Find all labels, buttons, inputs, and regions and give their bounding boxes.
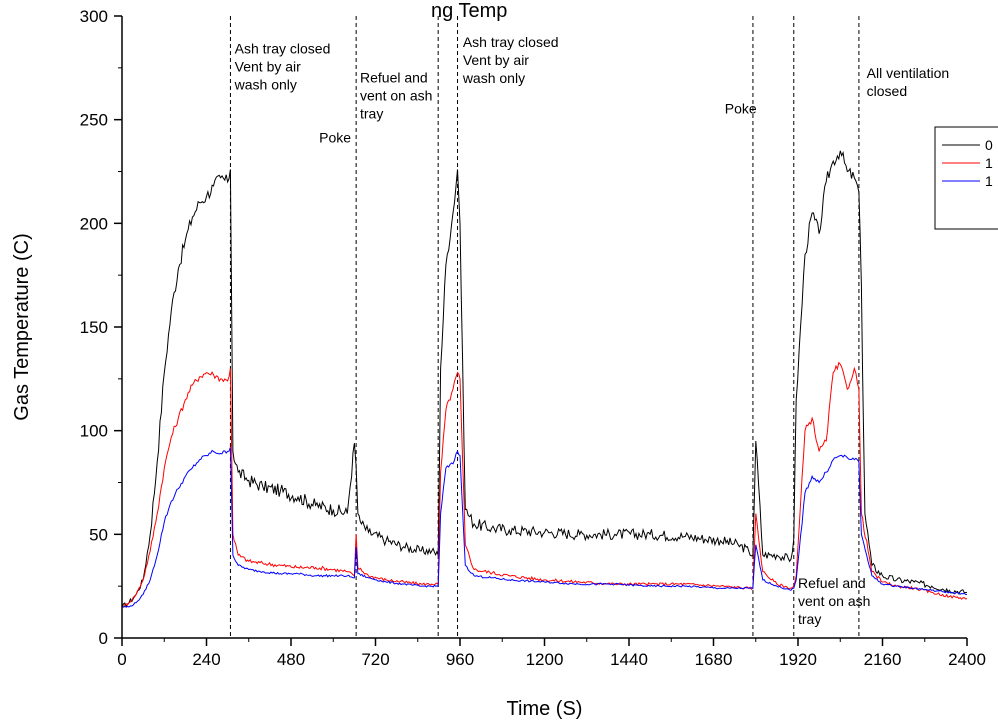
legend-label: 0 (985, 137, 993, 153)
legend: 0 1 1 (934, 126, 998, 230)
x-tick-label: 1440 (610, 650, 648, 669)
legend-label: 1 (985, 173, 993, 189)
axes: 0 240 480 720 960 1200 1440 1680 1920 2160 2400 0 50… (80, 7, 986, 669)
x-tick-label: 480 (277, 650, 305, 669)
x-tick-label: 1680 (695, 650, 733, 669)
annotation-line: vent on ash (798, 593, 870, 609)
annotation: Poke (319, 129, 351, 145)
legend-box (934, 126, 998, 230)
series-line (121, 361, 968, 608)
annotation-line: All ventilation (867, 65, 950, 81)
y-tick-label: 150 (80, 318, 108, 337)
annotation-line: Refuel and (360, 69, 428, 85)
x-tick-label: 1200 (526, 650, 564, 669)
x-axis-title: Time (S) (507, 698, 583, 720)
y-tick-label: 0 (99, 629, 108, 648)
annotation: Ash tray closed Vent by air wash only (234, 40, 331, 92)
annotation-line: Poke (725, 100, 757, 116)
series-line (121, 150, 968, 608)
x-tick-label: 960 (446, 650, 474, 669)
x-tick-label: 720 (361, 650, 389, 669)
series-lines (121, 150, 968, 608)
y-tick-label: 250 (80, 111, 108, 130)
annotation-line: Ash tray closed (235, 40, 331, 56)
annotation-line: Poke (319, 129, 351, 145)
y-tick-label: 100 (80, 422, 108, 441)
y-tick-label: 200 (80, 214, 108, 233)
annotation-line: wash only (234, 76, 297, 92)
annotation-line: closed (867, 83, 907, 99)
x-tick-label: 1920 (779, 650, 817, 669)
annotation: All ventilation closed (867, 65, 950, 99)
chart-title: ng Temp (431, 0, 507, 22)
annotation: Refuel and vent on ash tray (360, 69, 432, 121)
x-tick-label: 240 (192, 650, 220, 669)
x-tick-label: 0 (117, 650, 126, 669)
annotation-line: tray (798, 611, 821, 627)
annotation: Poke (725, 100, 757, 116)
y-tick-label: 50 (89, 525, 108, 544)
y-axis-title: Gas Temperature (C) (11, 233, 33, 420)
annotation-line: Refuel and (798, 575, 866, 591)
annotation: Ash tray closed Vent by air wash only (462, 34, 559, 86)
annotation-line: tray (360, 105, 383, 121)
x-tick-label: 2400 (948, 650, 986, 669)
legend-label: 1 (985, 155, 993, 171)
y-tick-label: 300 (80, 7, 108, 26)
annotations: Ash tray closed Vent by air wash only Poke R… (234, 34, 949, 627)
x-tick-label: 2160 (864, 650, 902, 669)
annotation: Refuel and vent on ash tray (798, 575, 870, 627)
annotation-line: Vent by air (463, 52, 529, 68)
annotation-line: vent on ash (360, 87, 432, 103)
event-lines (229, 16, 860, 638)
series-line (121, 447, 968, 608)
annotation-line: Vent by air (235, 58, 301, 74)
annotation-line: Ash tray closed (463, 34, 559, 50)
annotation-line: wash only (462, 70, 525, 86)
